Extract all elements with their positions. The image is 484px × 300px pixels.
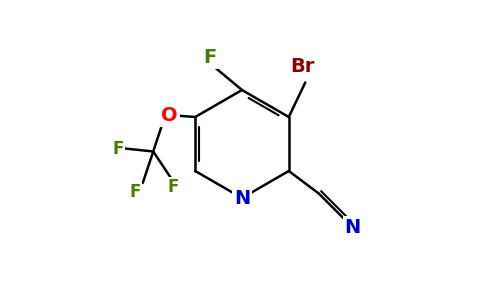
Text: N: N [345,218,361,237]
Text: Br: Br [290,57,315,76]
Text: F: F [112,140,124,158]
Text: O: O [162,106,178,125]
Text: F: F [130,183,141,201]
Text: N: N [234,189,250,208]
Text: F: F [168,178,180,196]
Text: F: F [203,48,216,68]
